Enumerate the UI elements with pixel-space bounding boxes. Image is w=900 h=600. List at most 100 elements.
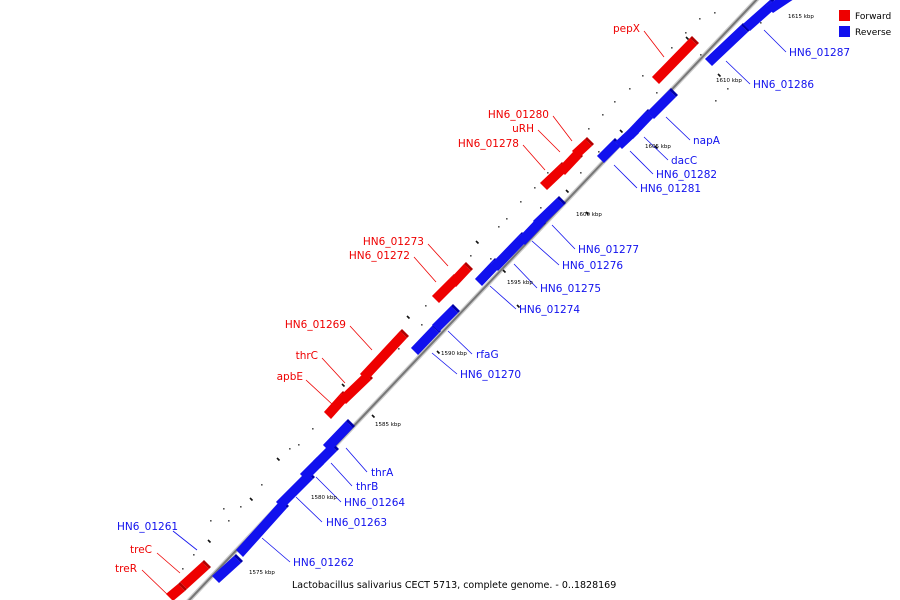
scale-labels: 1575 kbp 1580 kbp 1585 kbp 1590 kbp 1595 kbp… (249, 14, 814, 576)
reverse-label-leader (551, 224, 576, 250)
minor-tick (398, 348, 400, 350)
forward-gene-end (178, 582, 187, 591)
minor-tick (714, 12, 716, 14)
forward-gene-label: HN6_01269 (285, 319, 346, 331)
label-leader-lines (141, 29, 787, 598)
forward-label-leader (321, 357, 346, 384)
legend-reverse-label: Reverse (855, 28, 892, 38)
forward-label-leader (552, 115, 573, 142)
reverse-label-leader (330, 462, 353, 487)
reverse-label-leader (295, 496, 323, 523)
forward-gene (180, 562, 209, 589)
reverse-label-leader (431, 352, 458, 375)
reverse-gene-label: HN6_01275 (540, 283, 601, 295)
reverse-gene-label: HN6_01277 (578, 244, 639, 256)
minor-tick (700, 54, 702, 56)
minor-tick (656, 92, 658, 94)
major-tick (585, 211, 590, 216)
forward-label-leader (305, 379, 334, 406)
forward-gene-end (464, 262, 473, 271)
major-tick (371, 414, 376, 419)
reverse-gene-end (741, 23, 750, 32)
gene-labels: treR treC apbE thrC HN6_01269 HN6_01272 HN6_01… (115, 23, 850, 575)
major-tick (654, 145, 659, 150)
forward-label-leader (537, 129, 561, 153)
minor-tick (580, 172, 582, 174)
minor-tick (506, 218, 508, 220)
forward-label-leader (156, 552, 181, 574)
minor-tick (312, 428, 314, 430)
minor-tick (490, 258, 492, 260)
reverse-gene-label: dacC (671, 155, 697, 167)
reverse-gene-label: thrB (356, 481, 378, 493)
forward-gene-label: HN6_01272 (349, 250, 410, 262)
reverse-label-leader (447, 330, 473, 355)
scale-label: 1605 kbp (645, 144, 671, 150)
forward-gene-label: treC (130, 544, 152, 556)
minor-tick (671, 47, 673, 49)
minor-tick (642, 75, 644, 77)
reverse-gene-label: HN6_01270 (460, 369, 521, 381)
reverse-gene-label: rfaG (476, 349, 499, 361)
reverse-gene-label: HN6_01282 (656, 169, 717, 181)
tick-marks (182, 4, 776, 570)
minor-tick (727, 88, 729, 90)
scale-label: 1600 kbp (576, 212, 602, 218)
scale-label: 1615 kbp (788, 14, 814, 20)
reverse-label-leader (489, 285, 517, 310)
major-tick (406, 315, 411, 320)
reverse-gene-label: HN6_01287 (789, 47, 850, 59)
forward-gene (558, 151, 581, 175)
legend-reverse-swatch (839, 26, 850, 37)
major-tick (249, 497, 254, 502)
minor-tick (614, 101, 616, 103)
reverse-gene-end (669, 88, 678, 97)
forward-gene-end (690, 36, 699, 45)
forward-gene-label: thrC (296, 350, 318, 362)
minor-tick (699, 18, 701, 20)
forward-gene-label: uRH (512, 123, 534, 135)
reverse-gene-end (451, 304, 460, 313)
reverse-gene-end (234, 554, 243, 563)
reverse-gene-end (557, 196, 566, 205)
major-tick (619, 129, 624, 134)
forward-gene-label: treR (115, 563, 137, 575)
scale-label: 1610 kbp (716, 78, 742, 84)
minor-tick (715, 100, 717, 102)
scale-label: 1595 kbp (507, 280, 533, 286)
forward-label-leader (643, 30, 665, 58)
minor-tick (540, 207, 542, 209)
forward-gene-label: HN6_01280 (488, 109, 549, 121)
minor-tick (425, 305, 427, 307)
reverse-gene-label: thrA (371, 467, 394, 479)
minor-tick (421, 324, 423, 326)
forward-gene (449, 264, 471, 287)
forward-gene-label: HN6_01273 (363, 236, 424, 248)
minor-tick (760, 22, 762, 24)
major-tick (516, 304, 521, 309)
forward-gene-end (400, 329, 409, 338)
major-tick (717, 73, 722, 78)
reverse-gene-label: HN6_01263 (326, 517, 387, 529)
minor-tick (182, 568, 184, 570)
reverse-label-leader (345, 447, 368, 473)
minor-tick (685, 32, 687, 34)
reverse-label-leader (665, 116, 691, 141)
reverse-label-leader (261, 537, 291, 563)
reverse-gene (276, 472, 313, 509)
minor-tick (298, 444, 300, 446)
minor-tick (223, 508, 225, 510)
minor-tick (228, 520, 230, 522)
reverse-gene (212, 556, 241, 583)
reverse-gene (411, 326, 439, 355)
reverse-gene (766, 0, 793, 13)
reverse-label-leader (725, 60, 751, 85)
forward-gene (652, 38, 697, 84)
reverse-gene-label: HN6_01286 (753, 79, 814, 91)
forward-gene-label: apbE (277, 371, 303, 383)
minor-tick (470, 255, 472, 257)
reverse-gene-label: HN6_01262 (293, 557, 354, 569)
legend-forward-swatch (839, 10, 850, 21)
reverse-gene (491, 234, 527, 271)
